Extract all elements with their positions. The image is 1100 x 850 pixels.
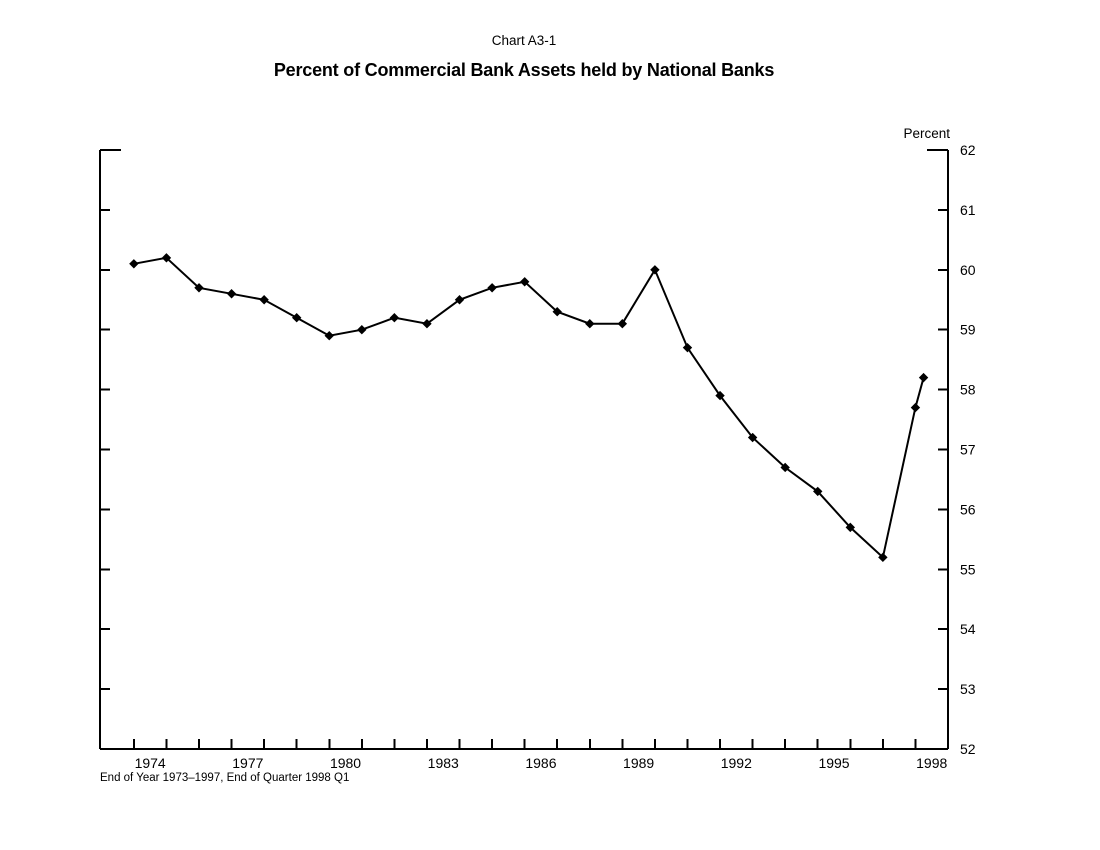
svg-text:1998: 1998 [916,755,947,771]
svg-text:56: 56 [960,501,976,517]
svg-text:1977: 1977 [232,755,263,771]
svg-text:59: 59 [960,322,976,338]
svg-text:1983: 1983 [428,755,459,771]
svg-text:60: 60 [960,262,976,278]
svg-text:61: 61 [960,202,976,218]
svg-text:1980: 1980 [330,755,361,771]
data-point-markers [129,253,929,563]
y-axis-tick-labels: 52 53 54 55 56 57 58 59 60 61 62 [960,142,976,757]
svg-text:62: 62 [960,142,976,158]
x-axis-tick-labels: 1974 1977 1980 1983 1986 1989 1992 1995 1998 [135,755,948,771]
data-line [133,256,925,560]
svg-text:57: 57 [960,442,976,458]
svg-text:52: 52 [960,741,976,757]
svg-text:1974: 1974 [135,755,166,771]
svg-text:1992: 1992 [721,755,752,771]
svg-text:1989: 1989 [623,755,654,771]
svg-text:54: 54 [960,621,976,637]
axis-frame [99,149,949,750]
y-axis-unit-label: Percent [903,126,950,141]
axis-ticks [100,208,948,749]
chart-title: Percent of Commercial Bank Assets held b… [273,60,775,80]
svg-text:55: 55 [960,561,976,577]
footnote: End of Year 1973–1997, End of Quarter 19… [100,772,350,784]
svg-text:1986: 1986 [525,755,556,771]
svg-text:1995: 1995 [818,755,849,771]
svg-text:58: 58 [960,382,976,398]
svg-text:53: 53 [960,681,976,697]
chart-number: Chart A3-1 [491,33,557,48]
